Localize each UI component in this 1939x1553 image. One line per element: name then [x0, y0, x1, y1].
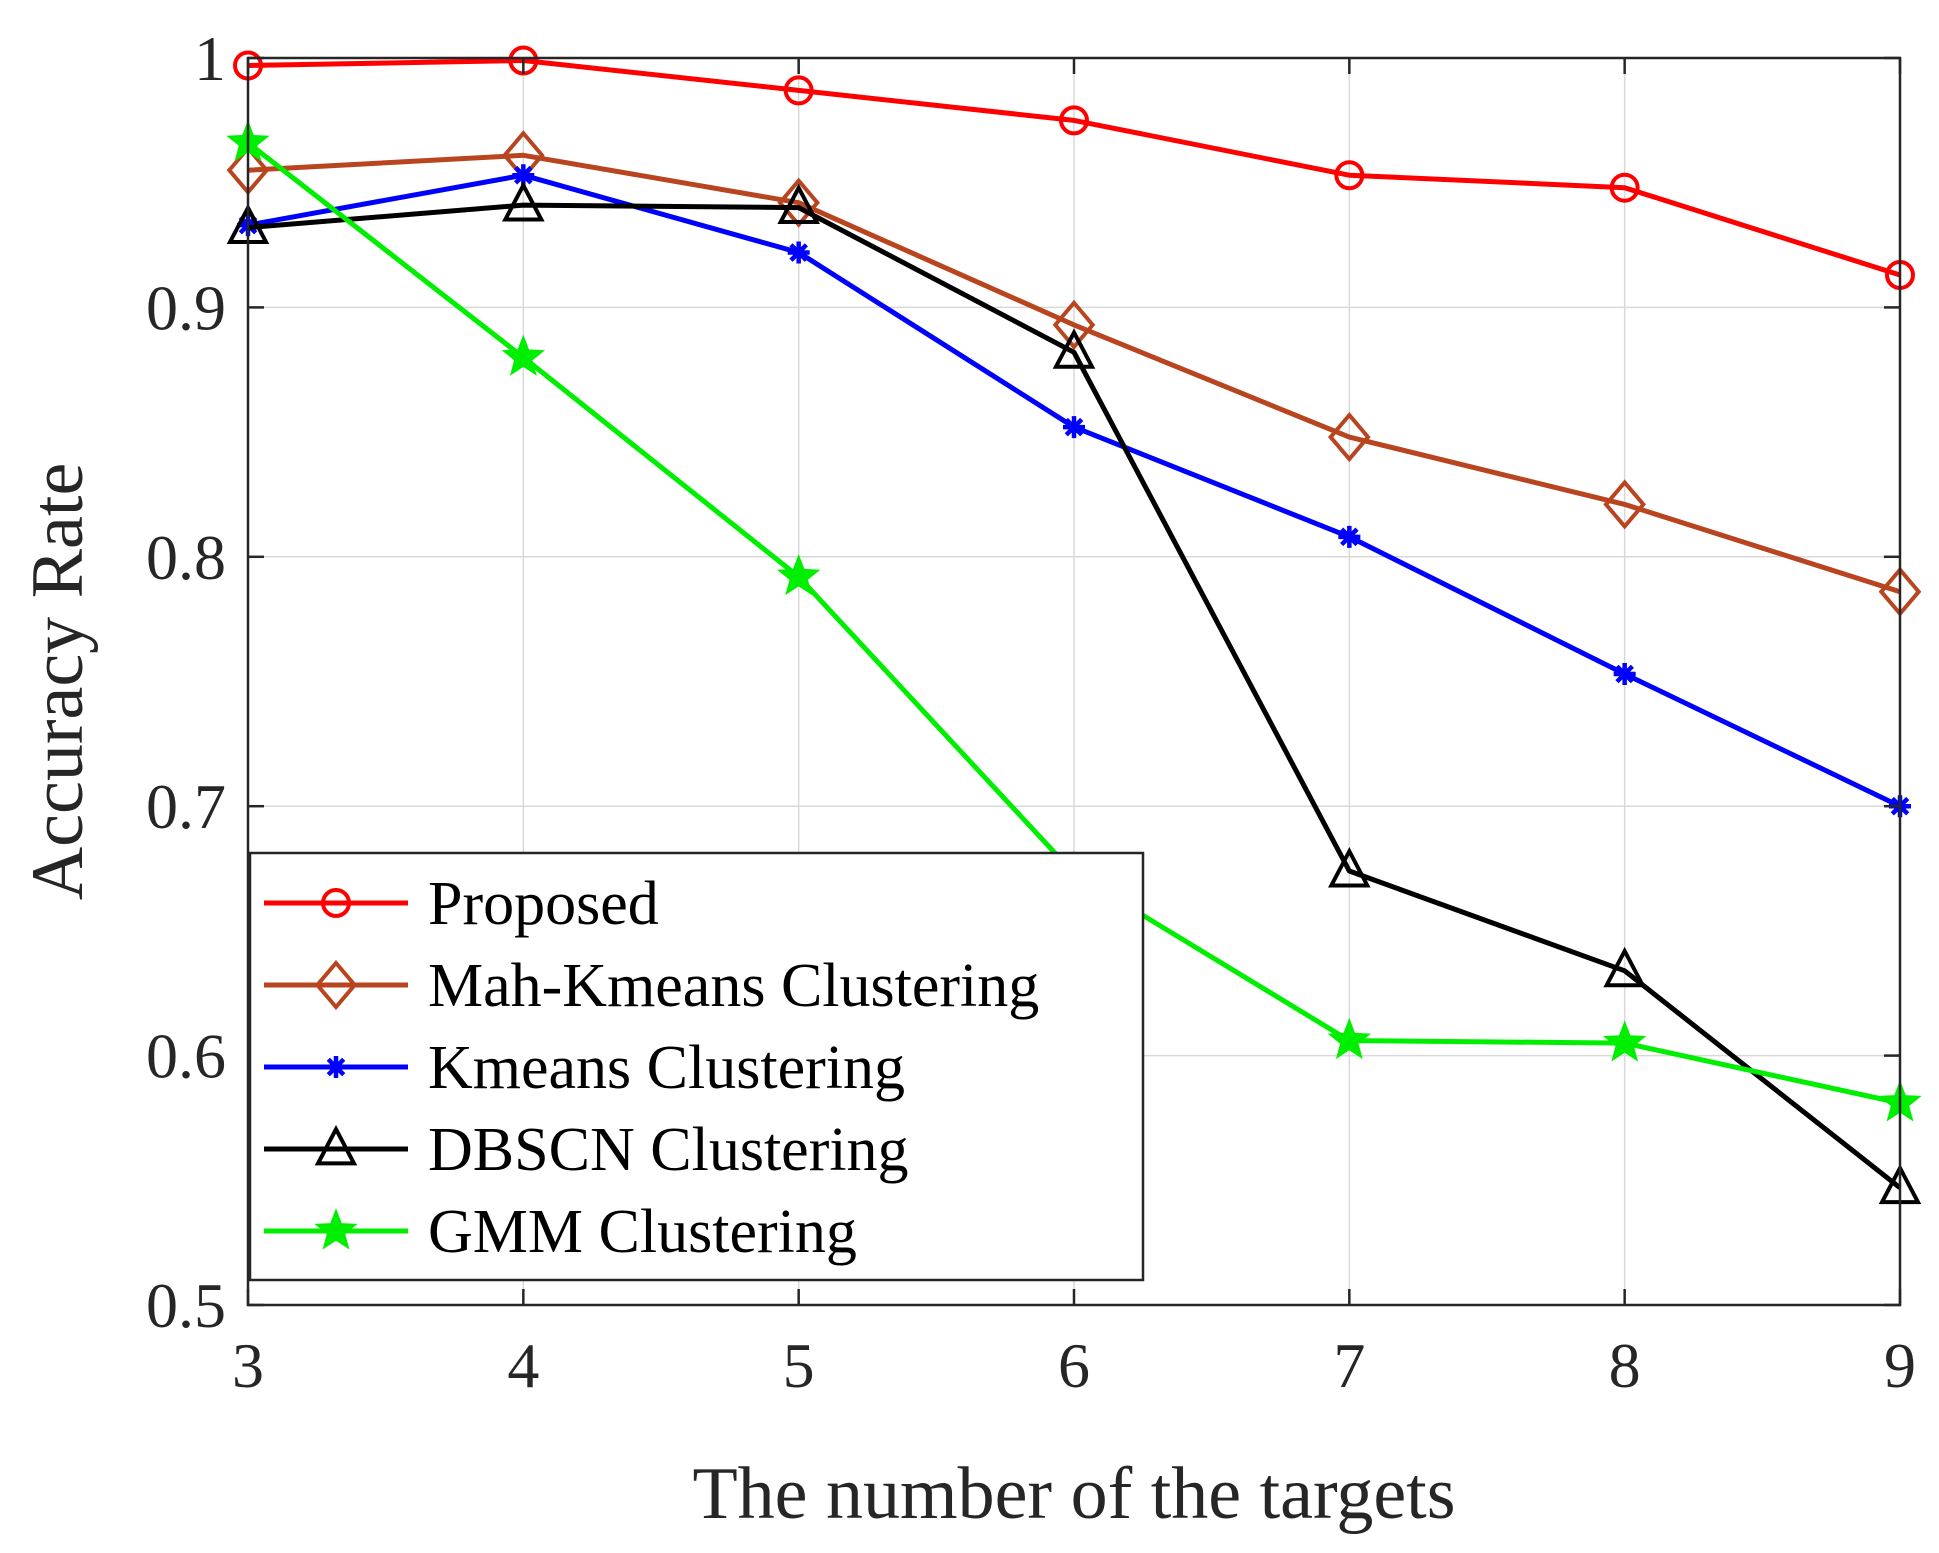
x-tick-label: 9 [1884, 1330, 1916, 1401]
data-point-marker [1059, 105, 1089, 136]
x-tick-label: 5 [783, 1330, 815, 1401]
data-point-marker [502, 181, 545, 222]
y-tick-label: 0.9 [146, 272, 226, 343]
y-tick-label: 0.5 [146, 1270, 226, 1341]
x-tick-label: 4 [507, 1330, 539, 1401]
data-point-marker [1328, 846, 1371, 888]
data-point-marker [1328, 411, 1371, 463]
data-point-marker [777, 183, 820, 225]
data-point-marker [1613, 663, 1636, 686]
series-line [247, 202, 1902, 1190]
data-point-marker [1063, 416, 1085, 439]
x-tick-label: 8 [1609, 1330, 1641, 1401]
axis-ticks: 3 4 5 6 7 8 9 0.5 0.6 0.7 0.8 0.9 1 [146, 23, 1916, 1401]
y-axis-title: Accuracy Rate [17, 463, 99, 901]
legend-marker [314, 959, 358, 1011]
data-point-marker [777, 177, 820, 228]
data-point-marker [1603, 946, 1646, 988]
legend-entry: Mah-Kmeans Clustering [264, 952, 1039, 1020]
data-point-marker [1603, 479, 1646, 530]
data-point-marker [787, 241, 810, 264]
data-point-marker [1327, 1017, 1372, 1060]
data-point-marker [1609, 172, 1640, 203]
data-point-marker [1052, 299, 1096, 350]
legend-label: DBSCN Clustering [428, 1116, 909, 1184]
y-tick-label: 0.8 [146, 522, 226, 593]
x-tick-label: 3 [232, 1330, 264, 1401]
legend-entry: Kmeans Clustering [264, 1034, 905, 1102]
data-point-marker [501, 334, 546, 376]
data-point-marker [776, 553, 821, 596]
x-tick-label: 7 [1333, 1330, 1365, 1401]
legend-label: GMM Clustering [428, 1198, 857, 1266]
legend-entry: GMM Clustering [264, 1198, 857, 1266]
legend-label: Mah-Kmeans Clustering [428, 952, 1039, 1020]
y-tick-label: 0.6 [146, 1021, 226, 1092]
legend-entry: Proposed [264, 870, 659, 938]
series-line [247, 152, 1901, 595]
legend-marker [321, 888, 351, 918]
legend-label: Kmeans Clustering [428, 1034, 905, 1102]
legend: Proposed Mah-Kmeans Clustering Kmeans Clus… [248, 851, 1145, 1282]
y-tick-label: 1 [194, 23, 226, 94]
x-tick-label: 6 [1058, 1330, 1090, 1401]
legend-marker [314, 1208, 358, 1250]
x-axis-title: The number of the targets [692, 1453, 1455, 1535]
data-point-marker [512, 164, 535, 187]
data-point-marker [1334, 160, 1365, 191]
legend-marker [314, 1124, 358, 1166]
data-point-marker [1052, 328, 1096, 369]
data-point-marker [1602, 1020, 1647, 1062]
legend-entry: DBSCN Clustering [264, 1116, 909, 1184]
legend-marker [325, 1056, 347, 1078]
legend-label: Proposed [428, 870, 659, 938]
data-point-marker [1338, 525, 1361, 548]
data-point-marker [783, 75, 814, 106]
y-tick-label: 0.7 [146, 771, 226, 842]
